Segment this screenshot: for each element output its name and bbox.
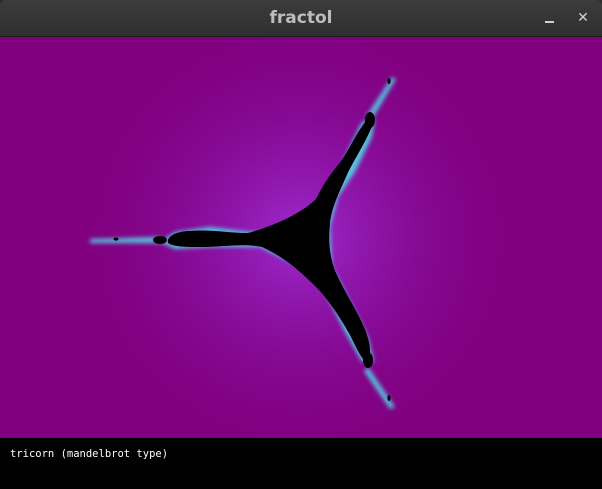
minimize-icon <box>544 13 554 23</box>
fractal-canvas[interactable] <box>0 37 602 438</box>
minimize-button[interactable] <box>540 9 558 27</box>
title-bar[interactable]: fractol ✕ <box>0 0 602 37</box>
tricorn-set <box>113 78 391 401</box>
close-icon: ✕ <box>577 10 589 26</box>
status-bar: tricorn (mandelbrot type) <box>0 438 602 489</box>
status-text: tricorn (mandelbrot type) <box>10 448 169 460</box>
window-title: fractol <box>269 8 333 28</box>
fractal-image <box>0 37 602 438</box>
close-button[interactable]: ✕ <box>574 9 592 27</box>
